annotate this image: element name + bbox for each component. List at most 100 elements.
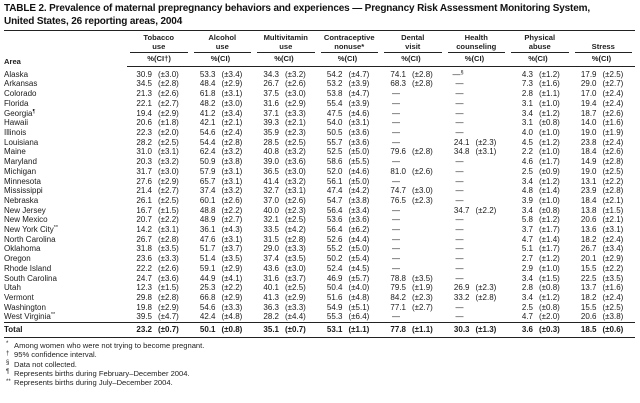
table-row: Michigan 31.7 (±3.0) 57.9 (±3.1) 36.5 (±3.0) 52… [4, 167, 635, 177]
ci-cell [472, 303, 509, 313]
pct-cell: 36.3 [263, 302, 279, 312]
pct-cell: — [455, 302, 464, 312]
ci-cell: (±0.8) [539, 302, 560, 312]
pct-cell: — [392, 234, 400, 244]
ci-cell: (±2.8) [158, 234, 179, 244]
pct-cell: — [392, 89, 400, 99]
ci-cell: (±2.5) [602, 166, 624, 176]
ci-cell [472, 157, 509, 167]
ci-cell: (±2.6) [285, 79, 306, 89]
pct-cell: 79.6 [390, 147, 406, 157]
ci-cell: (±3.2) [285, 176, 306, 186]
pct-cell: 76.5 [390, 195, 406, 205]
pct-cell: 53.6 [326, 215, 343, 225]
ci-cell [408, 206, 445, 216]
ci-cell: (±2.6) [158, 263, 179, 273]
pct-cell: 30.3 [444, 322, 472, 338]
pct-cell: 20.6 [580, 215, 597, 225]
pct-cell: — [455, 215, 464, 225]
pct-cell: 65.7 [199, 176, 216, 186]
area-cell: Utah [4, 283, 21, 293]
ci-cell: (±2.3) [285, 128, 306, 137]
pct-cell: — [455, 312, 464, 322]
ci-cell: (±4.8) [348, 292, 370, 302]
ci-cell: (±2.4) [602, 89, 624, 99]
pct-cell: — [455, 225, 464, 235]
ci-cell: (±2.6) [602, 147, 624, 157]
pct-cell: 26.7 [263, 79, 279, 89]
ci-cell: (±1.2) [539, 176, 560, 186]
pct-cell: 16.7 [136, 205, 152, 215]
col-group-alcohol: Alcohol use [191, 31, 255, 54]
ci-cell: (±3.1) [221, 234, 243, 244]
pct-cell: 3.4 [521, 205, 533, 215]
ci-cell [472, 118, 509, 128]
ci-cell [472, 215, 509, 225]
ci-cell: (±2.9) [158, 176, 179, 186]
pct-cell: 19.4 [580, 98, 597, 108]
ci-header: (CI) [217, 53, 254, 67]
table-row: Maryland 20.3 (±3.2) 50.9 (±3.8) 39.0 (±3.6) 58… [4, 157, 635, 167]
pct-cell: 3.4 [521, 108, 533, 118]
table-row: Utah 12.3 (±1.5) 25.3 (±2.2) 40.1 (±2.5) 50.4 (±… [4, 283, 635, 293]
table-row: Washington 19.8 (±2.9) 54.6 (±3.3) 36.3 (±3.3)… [4, 303, 635, 313]
ci-cell: (±1.5) [602, 205, 624, 215]
pct-cell: 37.1 [263, 108, 279, 118]
ci-cell: (±3.5) [285, 254, 306, 264]
pct-cell: — [455, 128, 464, 137]
ci-cell: (±2.4) [602, 98, 624, 108]
footnote: § Data not collected. [6, 360, 635, 369]
ci-cell: (±3.0) [221, 98, 243, 108]
ci-cell: (±2.5) [285, 215, 306, 225]
ci-header: (CI) [471, 53, 508, 67]
pct-cell: 51.7 [199, 244, 216, 254]
pct-cell: — [455, 273, 464, 283]
ci-cell: (±3.7) [221, 244, 243, 254]
ci-cell: (±2.6) [412, 166, 433, 176]
ci-cell: (±3.5) [412, 273, 433, 283]
ci-cell: (±1.0) [539, 147, 560, 157]
pct-cell: 81.0 [390, 166, 406, 176]
ci-cell: (±3.1) [158, 225, 179, 235]
ci-cell: (±3.3) [221, 302, 243, 312]
area-cell: Rhode Island [4, 263, 52, 273]
pct-cell: 78.8 [390, 273, 406, 283]
pct-cell: 19.0 [580, 166, 597, 176]
ci-cell: (±3.1) [602, 225, 624, 235]
ci-cell: (±4.6) [348, 166, 370, 176]
pct-cell: — [392, 205, 400, 215]
ci-cell: (±3.6) [348, 128, 370, 137]
pct-cell: — [455, 157, 464, 167]
pct-cell: 61.8 [199, 89, 216, 99]
ci-cell: (±2.4) [221, 128, 243, 137]
pct-cell: 31.6 [263, 273, 279, 283]
pct-cell: 34.3 [263, 69, 279, 79]
ci-cell [408, 264, 445, 274]
pct-cell: 24.1 [453, 137, 470, 147]
ci-cell: (±2.6) [285, 195, 306, 205]
ci-cell: (±1.1) [344, 322, 381, 338]
ci-cell: (±2.2) [602, 176, 624, 186]
table-row: Vermont 29.8 (±2.8) 66.8 (±2.9) 41.3 (±2.9) 51.… [4, 293, 635, 303]
ci-cell [472, 79, 509, 89]
ci-cell: (±2.0) [539, 312, 560, 322]
pct-cell: 21.4 [136, 186, 152, 196]
pct-cell: — [455, 186, 464, 196]
pct-cell: 50.4 [326, 283, 343, 293]
pct-cell: 54.7 [326, 195, 343, 205]
pct-cell: 2.5 [521, 302, 533, 312]
ci-cell: (±0.8) [539, 118, 560, 128]
pct-cell: 14.9 [580, 157, 597, 167]
pct-cell: 31.8 [136, 244, 152, 254]
prams-table: Area Tobacco use Alcohol use Multivitami… [4, 30, 636, 338]
pct-cell: 35.9 [263, 128, 279, 137]
ci-cell: (±3.2) [285, 69, 306, 79]
ci-cell: (±3.3) [158, 254, 179, 264]
ci-cell: (±1.0) [539, 98, 560, 108]
ci-cell: (±3.3) [285, 302, 306, 312]
pct-cell: 41.3 [263, 292, 279, 302]
pct-cell: 60.1 [199, 195, 216, 205]
area-cell: Florida [4, 98, 29, 108]
pct-cell: 4.8 [521, 186, 533, 196]
pct-cell: 29.8 [136, 292, 152, 302]
